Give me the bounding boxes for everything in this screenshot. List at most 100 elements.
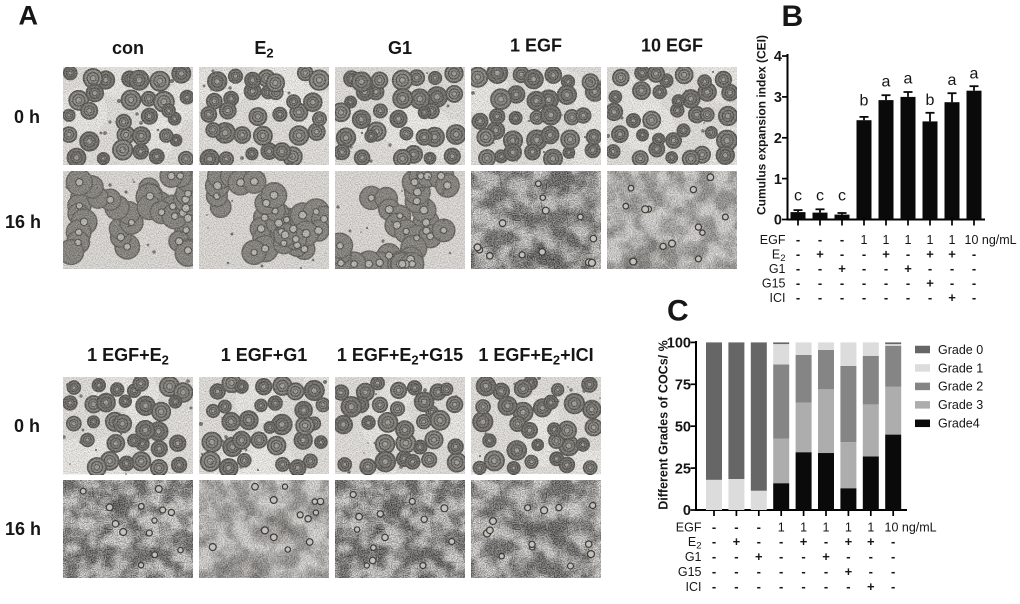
svg-text:-: - <box>906 290 910 305</box>
svg-text:Grade 2: Grade 2 <box>938 380 983 394</box>
svg-text:+: + <box>867 534 875 549</box>
svg-text:-: - <box>779 549 783 564</box>
svg-text:-: - <box>779 579 783 594</box>
svg-text:100: 100 <box>667 336 691 352</box>
svg-text:-: - <box>712 549 716 564</box>
svg-text:+: + <box>845 564 853 579</box>
svg-text:-: - <box>712 564 716 579</box>
svg-text:-: - <box>801 564 805 579</box>
svg-text:-: - <box>779 534 783 549</box>
svg-text:0 h: 0 h <box>14 107 40 127</box>
svg-text:1 EGF+E2: 1 EGF+E2 <box>87 345 169 368</box>
svg-text:-: - <box>950 261 954 276</box>
svg-text:G1: G1 <box>685 550 702 564</box>
svg-text:-: - <box>869 549 873 564</box>
svg-text:b: b <box>860 93 869 110</box>
svg-text:-: - <box>796 247 800 262</box>
svg-text:+: + <box>838 261 846 276</box>
svg-text:Grade4: Grade4 <box>938 417 980 431</box>
svg-text:-: - <box>779 564 783 579</box>
svg-text:-: - <box>846 549 850 564</box>
svg-text:1: 1 <box>861 233 868 247</box>
svg-text:c: c <box>838 188 846 205</box>
svg-text:-: - <box>818 276 822 291</box>
svg-text:-: - <box>862 276 866 291</box>
svg-text:b: b <box>926 92 935 109</box>
svg-text:10 EGF: 10 EGF <box>641 36 703 56</box>
svg-text:-: - <box>824 534 828 549</box>
svg-text:-: - <box>840 232 844 247</box>
svg-text:-: - <box>734 564 738 579</box>
svg-text:EGF: EGF <box>760 233 786 247</box>
svg-text:G15: G15 <box>678 565 702 579</box>
svg-text:1: 1 <box>905 233 912 247</box>
svg-text:a: a <box>948 72 957 89</box>
svg-text:0: 0 <box>774 213 782 229</box>
svg-text:-: - <box>712 520 716 535</box>
svg-text:-: - <box>712 579 716 594</box>
svg-text:10 ng/mL: 10 ng/mL <box>885 521 937 535</box>
svg-text:16 h: 16 h <box>5 212 41 232</box>
svg-text:+: + <box>816 247 824 262</box>
svg-text:4: 4 <box>774 49 782 65</box>
svg-text:a: a <box>904 71 913 88</box>
svg-text:0: 0 <box>683 503 691 519</box>
svg-text:1: 1 <box>778 521 785 535</box>
svg-text:-: - <box>891 534 895 549</box>
svg-text:-: - <box>734 579 738 594</box>
svg-text:Cumulus expansion index (CEI): Cumulus expansion index (CEI) <box>755 35 769 215</box>
svg-text:+: + <box>926 276 934 291</box>
svg-text:-: - <box>712 534 716 549</box>
svg-text:+: + <box>845 534 853 549</box>
svg-text:-: - <box>801 549 805 564</box>
svg-text:C: C <box>667 295 689 328</box>
svg-text:-: - <box>862 290 866 305</box>
svg-text:-: - <box>972 290 976 305</box>
svg-text:-: - <box>757 520 761 535</box>
svg-text:c: c <box>816 188 824 205</box>
svg-text:-: - <box>796 232 800 247</box>
svg-text:A: A <box>19 1 39 31</box>
svg-text:0 h: 0 h <box>14 416 40 436</box>
svg-text:1: 1 <box>845 521 852 535</box>
svg-text:EGF: EGF <box>676 521 702 535</box>
svg-text:10 ng/mL: 10 ng/mL <box>965 233 1017 247</box>
svg-text:-: - <box>796 276 800 291</box>
svg-text:c: c <box>794 188 802 205</box>
svg-text:-: - <box>884 276 888 291</box>
svg-text:1 EGF+G1: 1 EGF+G1 <box>221 345 308 365</box>
svg-text:1: 1 <box>949 233 956 247</box>
svg-text:1 EGF: 1 EGF <box>510 36 562 56</box>
svg-text:-: - <box>884 261 888 276</box>
svg-text:-: - <box>818 232 822 247</box>
svg-text:+: + <box>904 261 912 276</box>
svg-text:ICI: ICI <box>686 580 702 594</box>
svg-text:-: - <box>972 276 976 291</box>
svg-text:1: 1 <box>800 521 807 535</box>
svg-text:-: - <box>818 261 822 276</box>
svg-text:3: 3 <box>774 90 782 106</box>
svg-text:-: - <box>840 276 844 291</box>
svg-text:G1: G1 <box>388 38 412 58</box>
svg-text:-: - <box>846 579 850 594</box>
svg-text:1: 1 <box>823 521 830 535</box>
svg-text:-: - <box>869 564 873 579</box>
svg-text:-: - <box>891 564 895 579</box>
svg-text:+: + <box>882 247 890 262</box>
svg-text:1: 1 <box>883 233 890 247</box>
svg-text:1: 1 <box>867 521 874 535</box>
svg-text:-: - <box>818 290 822 305</box>
svg-text:+: + <box>948 247 956 262</box>
svg-text:-: - <box>928 261 932 276</box>
svg-text:Different Grades of COCs/ %: Different Grades of COCs/ % <box>657 340 671 509</box>
svg-text:1 EGF+E2+ICI: 1 EGF+E2+ICI <box>478 345 593 368</box>
svg-text:-: - <box>840 290 844 305</box>
svg-text:ICI: ICI <box>770 291 786 305</box>
svg-text:B: B <box>782 0 804 33</box>
svg-text:-: - <box>757 534 761 549</box>
svg-text:-: - <box>734 520 738 535</box>
svg-text:a: a <box>970 65 979 82</box>
svg-text:75: 75 <box>675 378 691 394</box>
svg-text:-: - <box>862 261 866 276</box>
svg-text:-: - <box>906 247 910 262</box>
